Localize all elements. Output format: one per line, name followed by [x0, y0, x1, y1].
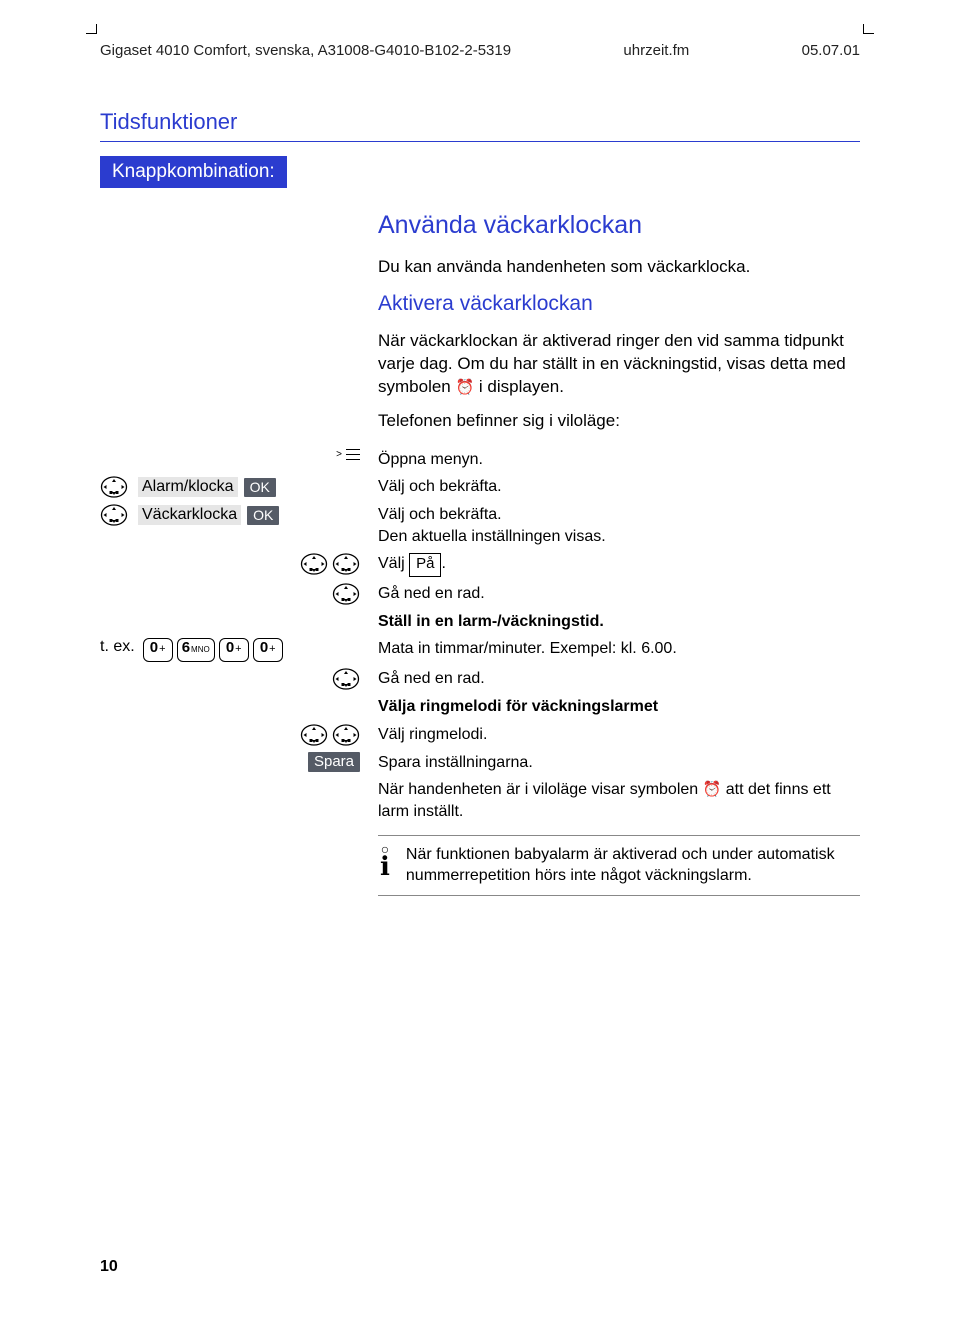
step-select-pa-pre: Välj: [378, 555, 409, 572]
keycap-0: 0+: [219, 638, 249, 662]
menu-icon: [346, 449, 360, 461]
heading-set-time: Ställ in en larm-/väckningstid.: [378, 608, 860, 636]
left-nav-single-1: [100, 580, 370, 608]
nav-pad-icon: [300, 553, 328, 575]
info-text: När funktionen babyalarm är aktiverad oc…: [406, 844, 858, 887]
left-alarm-klocka: Alarm/klocka OK: [100, 473, 370, 501]
step-open-menu: Öppna menyn.: [378, 446, 860, 474]
alarm-icon: ⏰: [703, 781, 722, 798]
section-rule: [100, 141, 860, 142]
paragraph-activate: När väckarklockan är aktiverad ringer de…: [378, 329, 860, 400]
content-grid: Använda väckarklockan Du kan använda han…: [100, 206, 860, 899]
heading-choose-melody: Välja ringmelodi för väckningslarmet: [378, 693, 860, 721]
header-right: 05.07.01: [802, 42, 860, 59]
step-go-down-2: Gå ned en rad.: [378, 665, 860, 693]
paragraph-use: Du kan använda handenheten som väckarklo…: [378, 255, 860, 278]
nav-pad-icon: [332, 724, 360, 746]
paragraph-when-idle: När handenheten är i viloläge visar symb…: [378, 776, 860, 825]
left-menu-hint: >: [100, 446, 370, 474]
left-vackarklocka: Väckarklocka OK: [100, 501, 370, 550]
left-nav-double-1: [100, 550, 370, 579]
step-select-pa: Välj På.: [378, 550, 860, 579]
page: Gigaset 4010 Comfort, svenska, A31008-G4…: [0, 0, 960, 1332]
nav-pad-icon: [300, 724, 328, 746]
spara-badge: Spara: [308, 752, 360, 772]
running-header: Gigaset 4010 Comfort, svenska, A31008-G4…: [100, 42, 860, 59]
alarm-icon: ⏰: [455, 379, 474, 396]
nav-pad-icon: [100, 476, 128, 498]
step-select-pa-post: .: [441, 555, 445, 572]
step-enter-time: Mata in timmar/minuter. Exempel: kl. 6.0…: [378, 635, 860, 665]
ok-badge: OK: [244, 478, 276, 497]
keycap-0: 0+: [143, 638, 173, 662]
left-nav-double-2: [100, 721, 370, 749]
nav-pad-icon: [332, 553, 360, 575]
step-select-confirm-1: Välj och bekräfta.: [378, 473, 860, 501]
info-note: ○ ℹ︎ När funktionen babyalarm är aktiver…: [378, 835, 860, 896]
keycap-0: 0+: [253, 638, 283, 662]
nav-pad-icon: [332, 583, 360, 605]
option-pa: På: [409, 553, 441, 576]
header-mid: uhrzeit.fm: [623, 42, 689, 59]
tex-label: t. ex.: [100, 638, 135, 656]
menu-item-alarm-klocka: Alarm/klocka: [138, 477, 238, 497]
heading-activate: Aktivera väckarklockan: [378, 290, 860, 318]
nav-pad-icon: [100, 504, 128, 526]
left-key-sequence: t. ex. 0+ 6MNO 0+ 0+: [100, 635, 370, 665]
step-save: Spara inställningarna.: [378, 749, 860, 777]
header-left: Gigaset 4010 Comfort, svenska, A31008-G4…: [100, 42, 511, 59]
nav-pad-icon: [332, 668, 360, 690]
paragraph-activate-part2: i displayen.: [474, 377, 564, 396]
keycap-6: 6MNO: [177, 638, 215, 662]
page-number: 10: [100, 1258, 118, 1276]
paragraph-activate-part1: När väckarklockan är aktiverad ringer de…: [378, 331, 846, 397]
left-nav-single-2: [100, 665, 370, 693]
knappkombination-label: Knappkombination:: [100, 156, 287, 188]
paragraph-idle: Telefonen befinner sig i viloläge:: [378, 409, 860, 432]
step-select-confirm-2: Välj och bekräfta. Den aktuella inställn…: [378, 501, 860, 550]
menu-item-vackarklocka: Väckarklocka: [138, 505, 241, 525]
heading-use-alarm: Använda väckarklockan: [378, 209, 860, 243]
section-title: Tidsfunktioner: [100, 109, 860, 135]
info-icon: ○ ℹ︎: [380, 844, 390, 880]
step-go-down-1: Gå ned en rad.: [378, 580, 860, 608]
left-spara: Spara: [100, 749, 370, 777]
when-idle-part1: När handenheten är i viloläge visar symb…: [378, 781, 703, 798]
ok-badge: OK: [247, 506, 279, 525]
step-choose-melody: Välj ringmelodi.: [378, 721, 860, 749]
